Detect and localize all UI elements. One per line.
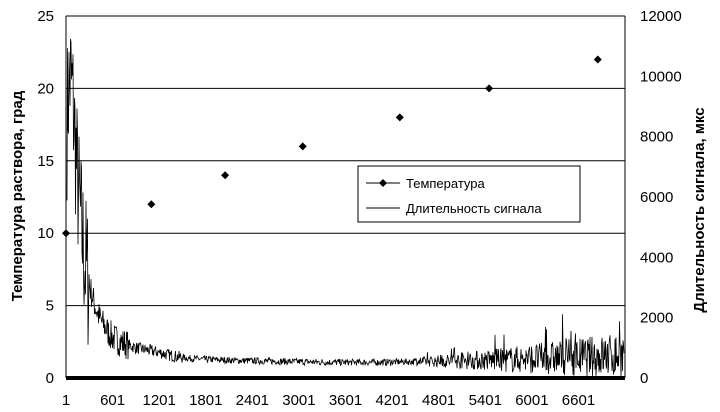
legend-box bbox=[357, 165, 581, 223]
x-tick-label-2: 1201 bbox=[142, 392, 175, 409]
y2-tick-label-2: 4000 bbox=[640, 249, 673, 266]
x-tick-label-0: 1 bbox=[62, 392, 70, 409]
x-tick-label-11: 6601 bbox=[562, 392, 595, 409]
x-tick-label-9: 5401 bbox=[469, 392, 502, 409]
temperature-point-6 bbox=[593, 55, 602, 64]
gridlines bbox=[66, 15, 625, 307]
y-tick-label-4: 20 bbox=[37, 80, 54, 97]
y-tick-label-2: 10 bbox=[37, 225, 54, 242]
x-tick-label-10: 6001 bbox=[515, 392, 548, 409]
x-tick-label-1: 601 bbox=[100, 392, 125, 409]
x-tick-label-3: 1801 bbox=[189, 392, 222, 409]
signal-series bbox=[66, 38, 625, 378]
legend-label-temperature: Температура bbox=[406, 176, 486, 191]
y2-tick-label-3: 6000 bbox=[640, 189, 673, 206]
legend-label-signal: Длительность сигнала bbox=[406, 201, 542, 216]
x-tick-label-4: 2401 bbox=[236, 392, 269, 409]
x-tick-label-8: 4801 bbox=[422, 392, 455, 409]
signal-line bbox=[66, 38, 625, 378]
temperature-point-4 bbox=[395, 113, 404, 122]
temperature-series bbox=[62, 55, 602, 238]
y-tick-label-1: 5 bbox=[46, 298, 54, 315]
legend-marker-temperature bbox=[379, 179, 387, 187]
y-tick-label-0: 0 bbox=[46, 370, 54, 387]
legend: Температура Длительность сигнала bbox=[357, 165, 581, 223]
y-tick-label-5: 25 bbox=[37, 8, 54, 25]
y2-tick-label-6: 12000 bbox=[640, 8, 682, 25]
right-tick-labels: 0 2000 4000 6000 8000 10000 12000 bbox=[640, 8, 682, 387]
temperature-point-3 bbox=[298, 142, 307, 151]
y2-tick-label-4: 8000 bbox=[640, 129, 673, 146]
left-tick-labels: 0 5 10 15 20 25 bbox=[37, 8, 54, 387]
x-tick-label-5: 3001 bbox=[282, 392, 315, 409]
temperature-point-1 bbox=[147, 200, 156, 209]
y-axis-title: Температура раствора, град bbox=[9, 90, 26, 301]
y2-tick-label-0: 0 bbox=[640, 370, 648, 387]
axes bbox=[65, 16, 626, 380]
temperature-point-2 bbox=[221, 171, 230, 180]
temperature-point-5 bbox=[485, 84, 494, 93]
y2-tick-label-1: 2000 bbox=[640, 310, 673, 327]
x-tick-label-7: 4201 bbox=[375, 392, 408, 409]
y-tick-label-3: 15 bbox=[37, 153, 54, 170]
y2-axis-title: Длительность сигнала, мкс bbox=[691, 107, 708, 312]
x-tick-labels: 1 601 1201 1801 2401 3001 3601 4201 4801 5401 6001… bbox=[62, 392, 595, 409]
x-tick-label-6: 3601 bbox=[329, 392, 362, 409]
y2-tick-label-5: 10000 bbox=[640, 68, 682, 85]
